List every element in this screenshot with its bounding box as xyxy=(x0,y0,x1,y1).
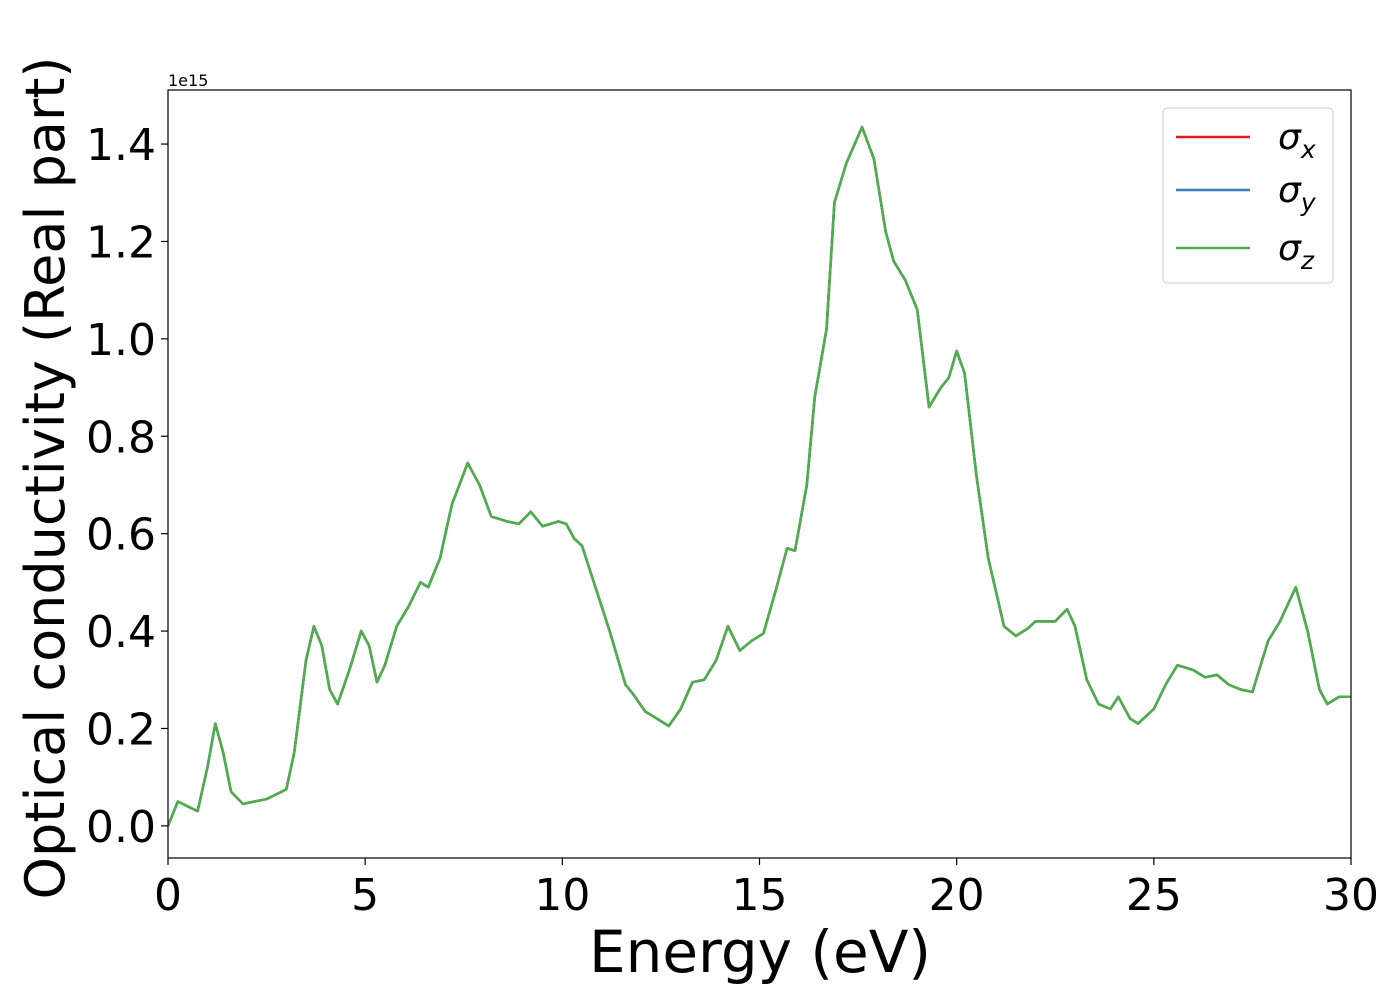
y-tick-label: 1.2 xyxy=(86,217,156,268)
x-tick-label: 25 xyxy=(1126,870,1182,921)
legend-box xyxy=(1162,107,1334,284)
x-tick-label: 15 xyxy=(732,870,788,921)
plot-frame xyxy=(167,89,1352,859)
x-tick-label: 0 xyxy=(154,870,182,921)
y-axis-label: Optical conductivity (Real part) xyxy=(14,57,77,900)
x-tick-label: 10 xyxy=(534,870,590,921)
y-offset-text: 1e15 xyxy=(168,71,208,90)
y-tick-label: 0.2 xyxy=(86,704,156,755)
y-tick-label: 0.0 xyxy=(86,802,156,853)
x-tick-label: 30 xyxy=(1323,870,1379,921)
legend-label: σz xyxy=(1278,228,1315,275)
y-tick-label: 1.4 xyxy=(86,120,156,171)
y-tick-label: 0.8 xyxy=(86,412,156,463)
legend-label: σx xyxy=(1278,117,1316,164)
y-tick-label: 0.4 xyxy=(86,607,156,658)
x-axis-label: Energy (eV) xyxy=(589,918,931,986)
x-tick-label: 20 xyxy=(929,870,985,921)
y-tick-label: 0.6 xyxy=(86,510,156,561)
data-line xyxy=(168,125,1351,827)
legend-label: σy xyxy=(1278,170,1317,217)
y-tick-label: 1.0 xyxy=(86,315,156,366)
x-tick-label: 5 xyxy=(351,870,379,921)
